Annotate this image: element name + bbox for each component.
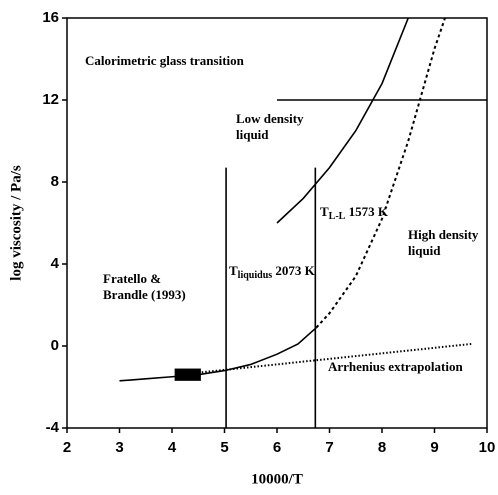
x-tick-label: 9 [430,439,438,456]
annotation: High density [408,227,479,242]
annotation-sub: L-L [329,211,346,222]
curve [119,326,317,382]
x-tick-label: 4 [168,439,177,456]
y-tick-label: -4 [46,419,60,436]
x-axis-label: 10000/T [251,471,303,487]
annotation-suffix: 2073 K [272,263,316,278]
y-tick-label: 0 [51,337,59,354]
annotation: Arrhenius extrapolation [328,359,463,374]
curve [315,17,446,329]
data-box [174,368,201,381]
annotation: Calorimetric glass transition [85,53,245,68]
annotation: Low density [236,111,304,126]
y-tick-label: 16 [42,9,59,26]
annotation-sub: liquidus [238,270,273,281]
x-tick-label: 5 [220,439,228,456]
y-tick-label: 4 [51,255,60,272]
y-tick-label: 12 [42,91,59,108]
annotation-suffix: 1573 K [345,204,389,219]
annotation: TL-L 1573 K [320,204,389,222]
x-tick-label: 8 [378,439,386,456]
annotation: Brandle (1993) [103,287,186,302]
x-tick-label: 2 [63,439,71,456]
x-tick-label: 7 [325,439,333,456]
annotation: Fratello & [103,271,161,286]
y-tick-label: 8 [51,173,59,190]
annotation: liquid [236,127,269,142]
annotation-main: T [229,263,238,278]
curve [198,342,472,374]
x-tick-label: 10 [479,439,496,456]
curve [276,17,409,224]
annotation: Tliquidus 2073 K [229,263,316,281]
annotation-main: T [320,204,329,219]
x-tick-label: 3 [115,439,123,456]
y-axis-label: log viscosity / Pa/s [8,165,24,281]
annotation: liquid [408,243,441,258]
x-tick-label: 6 [273,439,281,456]
